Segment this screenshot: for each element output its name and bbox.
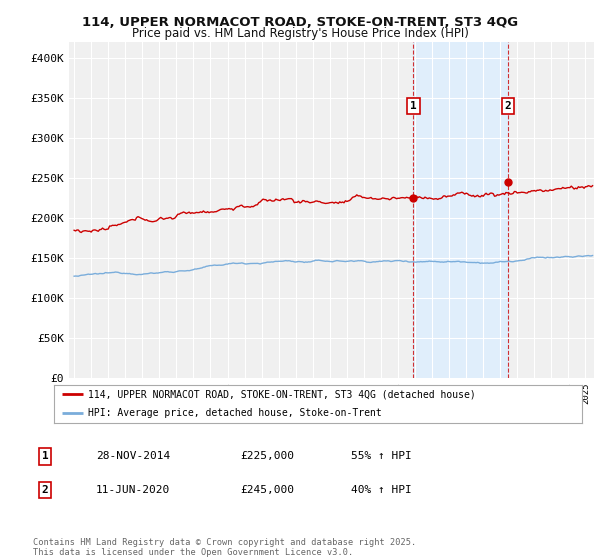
Text: £225,000: £225,000 xyxy=(240,451,294,461)
Text: 11-JUN-2020: 11-JUN-2020 xyxy=(96,485,170,495)
Text: 2: 2 xyxy=(41,485,49,495)
Text: 114, UPPER NORMACOT ROAD, STOKE-ON-TRENT, ST3 4QG: 114, UPPER NORMACOT ROAD, STOKE-ON-TRENT… xyxy=(82,16,518,29)
Text: 40% ↑ HPI: 40% ↑ HPI xyxy=(351,485,412,495)
Text: Price paid vs. HM Land Registry's House Price Index (HPI): Price paid vs. HM Land Registry's House … xyxy=(131,27,469,40)
Text: HPI: Average price, detached house, Stoke-on-Trent: HPI: Average price, detached house, Stok… xyxy=(88,408,382,418)
Bar xyxy=(413,42,508,378)
Text: £245,000: £245,000 xyxy=(240,485,294,495)
Text: 114, UPPER NORMACOT ROAD, STOKE-ON-TRENT, ST3 4QG (detached house): 114, UPPER NORMACOT ROAD, STOKE-ON-TRENT… xyxy=(88,389,476,399)
Text: Contains HM Land Registry data © Crown copyright and database right 2025.
This d: Contains HM Land Registry data © Crown c… xyxy=(33,538,416,557)
Text: 2: 2 xyxy=(505,101,511,111)
Text: 1: 1 xyxy=(41,451,49,461)
Text: 28-NOV-2014: 28-NOV-2014 xyxy=(96,451,170,461)
Text: 1: 1 xyxy=(410,101,417,111)
Text: 55% ↑ HPI: 55% ↑ HPI xyxy=(351,451,412,461)
